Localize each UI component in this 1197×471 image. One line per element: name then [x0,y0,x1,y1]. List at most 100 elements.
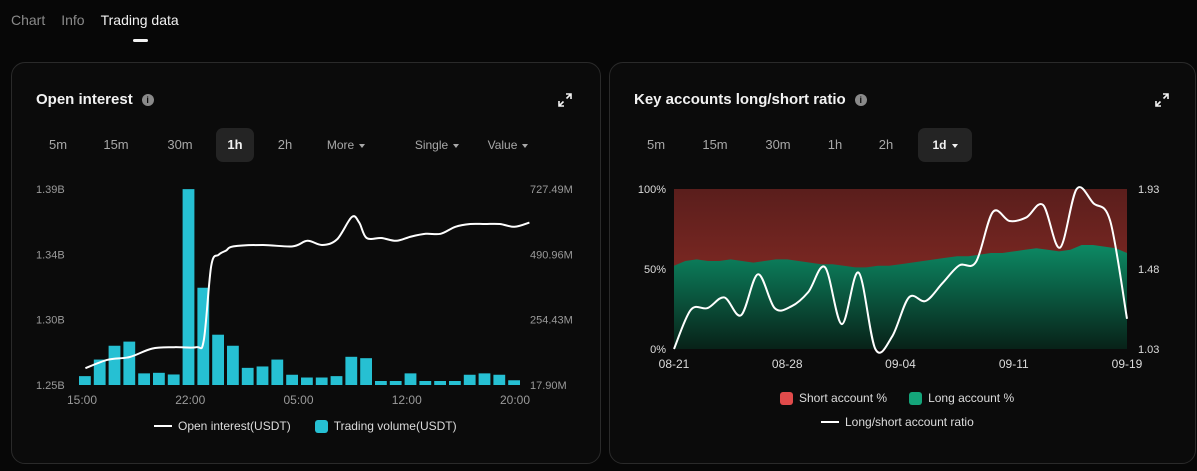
volume-bar [404,373,417,385]
long-short-legend-row1: Short account % Long account % [780,391,1014,405]
volume-bar [197,287,210,385]
interval-1h[interactable]: 1h [827,137,843,152]
interval-15m[interactable]: 15m [702,137,728,152]
more-label: More [326,138,355,152]
y-right-tick: 490.96M [530,249,573,261]
volume-bar [463,374,476,385]
open-interest-chart: 1.25B 1.30B 1.34B 1.39B 17.90M 254.43M 490.96M… [36,184,573,407]
volume-bar [182,189,195,385]
interval-2h[interactable]: 2h [878,137,894,152]
expand-icon[interactable] [1155,93,1169,107]
y-left-tick: 1.25B [36,380,65,392]
info-icon[interactable]: i [141,93,154,106]
interval-1d-label: 1d [932,138,947,152]
volume-bar [375,381,387,385]
volume-bar [315,377,328,385]
metric-dropdown[interactable]: Value [478,128,538,162]
long-short-card: Key accounts long/short ratio i 5m 15m 3… [609,62,1196,464]
chevron-down-icon [951,143,958,148]
volume-bar [286,374,298,385]
legend-open-interest: Open interest(USDT) [178,419,291,433]
open-interest-intervals: 5m 15m 30m 1h 2h More Single Value [34,128,538,162]
interval-30m[interactable]: 30m [765,137,791,152]
y-left-tick: 1.30B [36,315,65,327]
legend-ratio: Long/short account ratio [845,415,974,429]
volume-bar [493,374,506,385]
open-interest-line [85,215,530,370]
y-right-tick: 1.93 [1138,184,1159,196]
tab-trading-data[interactable]: Trading data [100,12,179,42]
legend-bar-swatch [314,419,328,433]
volume-bar [167,374,180,385]
volume-bar [478,373,491,385]
long-short-intervals: 5m 15m 30m 1h 2h 1d [632,128,972,162]
interval-1d-dropdown[interactable]: 1d [918,128,972,162]
interval-2h[interactable]: 2h [277,137,293,152]
volume-bar [79,376,91,385]
y-left-tick: 50% [644,264,666,276]
volume-bar [138,373,150,385]
x-tick: 09-04 [885,357,916,371]
metric-label: Value [487,138,518,152]
volume-bar [93,359,106,385]
open-interest-title: Open interest [36,91,133,108]
tab-info[interactable]: Info [61,12,85,28]
y-right-tick: 727.49M [530,184,573,196]
long-short-title: Key accounts long/short ratio [634,91,846,108]
volume-bar [449,381,461,385]
interval-5m[interactable]: 5m [646,137,666,152]
volume-bar [241,367,254,385]
volume-bar [212,334,224,385]
open-interest-card: Open interest i 5m 15m 30m 1h 2h More Si… [11,62,601,464]
volume-bar [153,372,165,385]
volume-bar [227,345,239,385]
x-tick: 20:00 [500,393,530,407]
volume-bar [389,381,402,385]
volume-bar [256,366,269,385]
interval-15m[interactable]: 15m [103,137,129,152]
legend-long: Long account % [928,391,1015,405]
legend-line-swatch [154,425,172,427]
long-short-chart: 0% 50% 100% 1.03 1.48 1.93 08-21 08-28 09-04 09-1… [638,184,1160,371]
long-short-title-row: Key accounts long/short ratio i [634,91,867,108]
open-interest-title-row: Open interest i [36,91,154,108]
mode-dropdown[interactable]: Single [396,128,478,162]
y-right-tick: 17.90M [530,380,567,392]
x-tick: 05:00 [283,393,313,407]
volume-bar [123,341,136,385]
y-left-tick: 1.34B [36,249,65,261]
volume-bar [108,345,121,385]
y-left-tick: 0% [650,344,666,356]
interval-5m[interactable]: 5m [48,137,68,152]
y-left-tick: 1.39B [36,184,65,196]
volume-bar [271,359,284,385]
mode-label: Single [414,138,449,152]
legend-short: Short account % [799,391,888,405]
legend-trading-volume: Trading volume(USDT) [333,419,457,433]
x-tick: 08-28 [772,357,803,371]
expand-icon[interactable] [558,93,572,107]
volume-bar [419,381,432,385]
more-dropdown[interactable]: More [316,128,376,162]
info-icon[interactable]: i [854,93,867,106]
ratio-line [673,186,1128,354]
top-tabs: Chart Info Trading data [11,12,195,42]
x-tick: 08-21 [659,357,690,371]
volume-bar [330,376,343,385]
volume-bar [345,356,358,385]
tab-chart[interactable]: Chart [11,12,46,28]
volume-bar [360,358,372,385]
long-short-legend-row2: Long/short account ratio [821,415,974,429]
long-area [674,245,1127,349]
chevron-down-icon [453,143,460,148]
open-interest-legend: Open interest(USDT) Trading volume(USDT) [154,419,457,433]
x-tick: 12:00 [392,393,422,407]
y-right-tick: 254.43M [530,315,573,327]
y-left-tick: 100% [638,184,666,196]
interval-30m[interactable]: 30m [167,137,193,152]
chevron-down-icon [359,143,366,148]
interval-1h[interactable]: 1h [216,128,254,162]
y-right-tick: 1.03 [1138,344,1159,356]
x-tick: 22:00 [175,393,205,407]
volume-bar [508,380,520,385]
